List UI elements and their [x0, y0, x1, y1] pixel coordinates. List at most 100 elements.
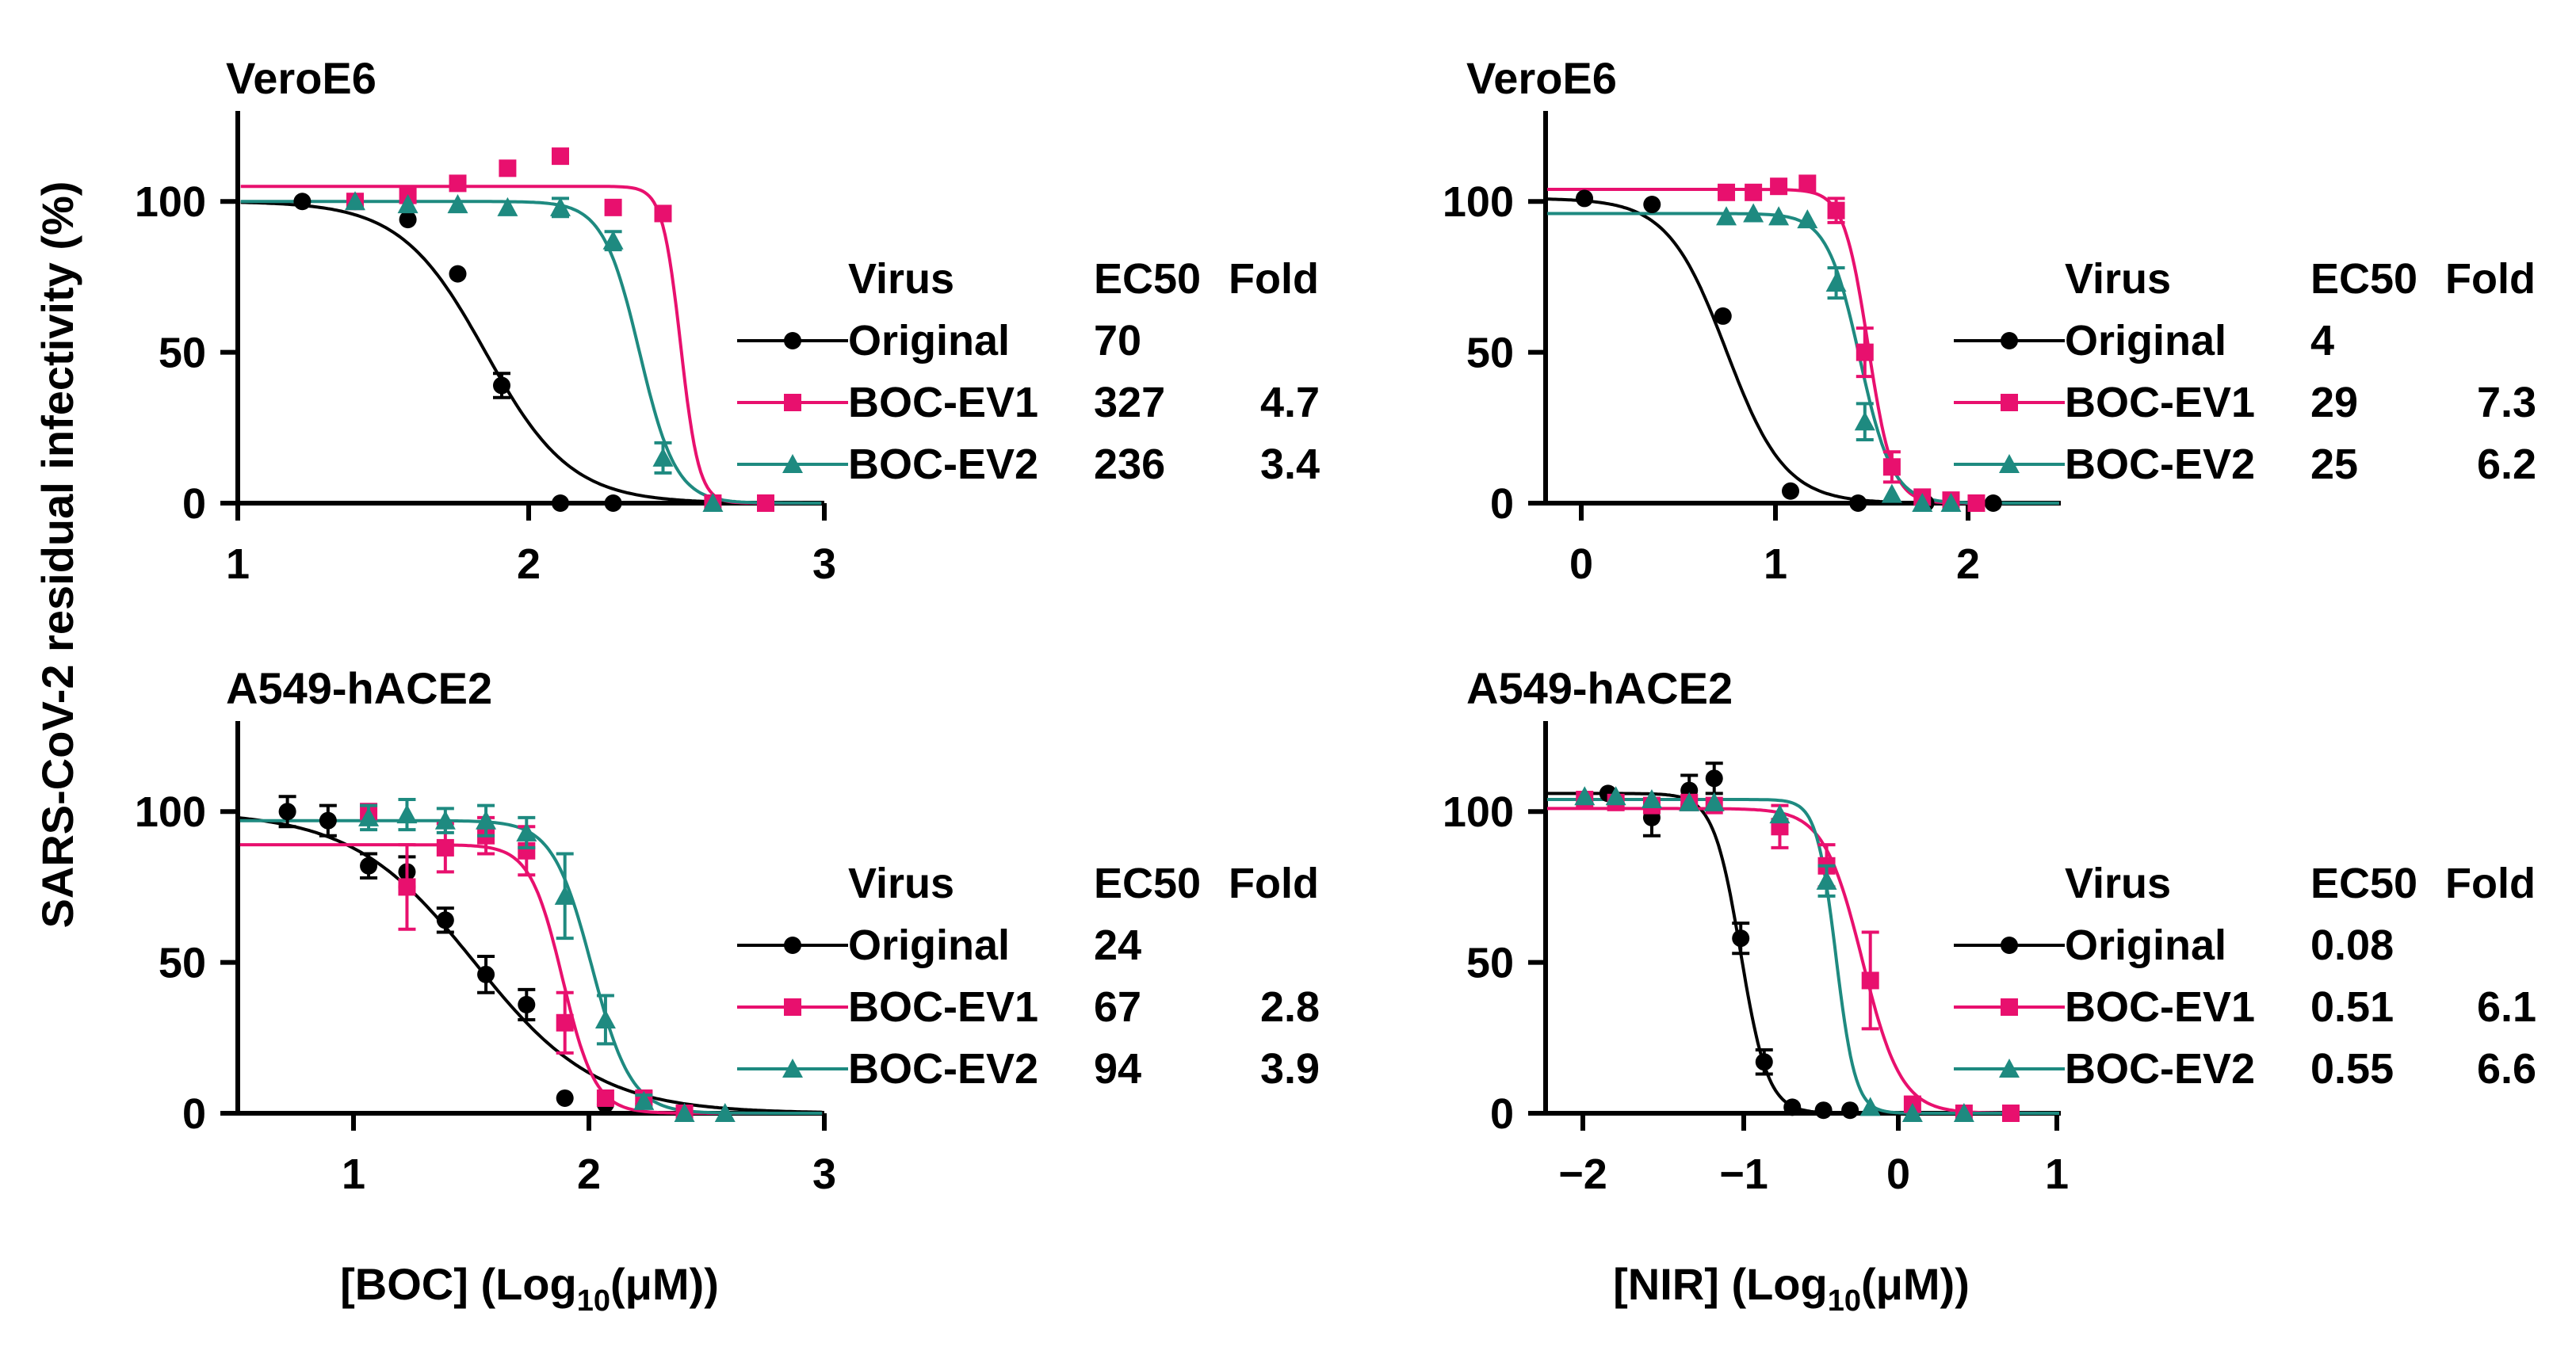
legend-header: Fold [1229, 860, 1319, 907]
data-point-boc-ev2 [1881, 483, 1902, 503]
data-point-original [604, 494, 622, 512]
legend-fold: 3.9 [1260, 1045, 1320, 1093]
fit-curve-boc-ev1 [239, 843, 823, 1115]
legend-header: EC50 [2310, 255, 2417, 303]
x-axis-label-nir: [NIR] (Log10(μM)) [1613, 1259, 1970, 1318]
fit-curve-original [1547, 792, 2059, 1115]
legend-virus: BOC-EV1 [848, 379, 1038, 426]
data-point-boc-ev1 [1861, 971, 1879, 990]
chart-panel: VeroE6 0 50 100 1 2 3 Virus EC50 Fold Original 70 BO… [135, 53, 1320, 588]
data-point-original [1643, 196, 1661, 214]
y-tick-label: 0 [182, 480, 206, 528]
data-point-boc-ev1 [604, 198, 622, 216]
y-tick-label: 0 [182, 1090, 206, 1138]
data-point-boc-ev2 [1854, 411, 1875, 431]
x-tick-label: −1 [1719, 1150, 1768, 1198]
y-axis-label: SARS-CoV-2 residual infectivity (%) [32, 181, 82, 929]
data-point-boc-ev2 [1703, 792, 1725, 811]
data-point-boc-ev2 [1605, 786, 1626, 806]
legend-marker-original [784, 332, 801, 349]
legend-virus: BOC-EV2 [2065, 441, 2255, 488]
y-tick-label: 0 [1490, 1090, 1514, 1138]
data-point-boc-ev1 [1745, 183, 1763, 201]
legend-ec50: 236 [1094, 441, 1165, 488]
data-point-boc-ev2 [358, 807, 380, 826]
data-point-boc-ev2 [497, 197, 518, 216]
y-tick-label: 100 [1443, 788, 1514, 836]
legend-header: Fold [2445, 860, 2536, 907]
legend-marker-original [784, 937, 801, 954]
legend-fold: 3.4 [1260, 441, 1320, 488]
legend-ec50: 24 [1094, 922, 1141, 969]
legend-ec50: 4 [2310, 317, 2334, 364]
data-point-original [1841, 1101, 1859, 1120]
data-point-boc-ev2 [1859, 1097, 1881, 1116]
x-tick-label: −2 [1558, 1150, 1607, 1198]
data-point-original [278, 803, 296, 821]
data-point-boc-ev1 [1856, 343, 1874, 361]
data-point-boc-ev2 [1679, 792, 1700, 811]
chart-title: A549-hACE2 [1466, 663, 1733, 713]
legend-ec50: 29 [2310, 379, 2358, 426]
x-tick-label: 2 [517, 540, 541, 588]
data-point-original [493, 376, 510, 395]
data-point-boc-ev2 [652, 447, 674, 467]
legend-virus: Original [2065, 922, 2226, 969]
data-point-boc-ev1 [556, 1013, 574, 1032]
legend-header: Virus [2065, 255, 2171, 303]
legend-fold: 2.8 [1260, 983, 1320, 1031]
y-tick-label: 50 [1466, 330, 1514, 377]
data-point-boc-ev1 [1770, 177, 1788, 196]
y-tick-label: 50 [159, 940, 206, 987]
data-point-original [1732, 929, 1750, 948]
data-point-original [1849, 494, 1867, 512]
chart-title: A549-hACE2 [226, 663, 492, 713]
data-point-boc-ev2 [1768, 206, 1790, 226]
data-point-boc-ev1 [398, 878, 416, 896]
data-point-boc-ev2 [434, 810, 456, 830]
data-point-boc-ev1 [596, 1089, 614, 1107]
fit-curve-original [239, 816, 823, 1114]
data-point-boc-ev1 [449, 174, 467, 193]
data-point-boc-ev2 [554, 885, 575, 905]
x-tick-label: 1 [226, 540, 250, 588]
data-point-boc-ev1 [1798, 174, 1817, 193]
data-point-boc-ev2 [702, 493, 724, 513]
data-point-original [518, 995, 536, 1013]
chart-panel: A549-hACE2 0 50 100 1 2 3 Virus EC50 Fold Original… [135, 663, 1320, 1198]
legend-header: Virus [848, 860, 954, 907]
data-point-boc-ev2 [674, 1103, 695, 1123]
fit-curve-boc-ev2 [1547, 798, 2059, 1115]
data-point-boc-ev2 [714, 1103, 736, 1123]
legend-ec50: 25 [2310, 441, 2358, 488]
legend-header: EC50 [1094, 255, 1201, 303]
fit-curve-original [240, 200, 822, 505]
y-tick-label: 50 [1466, 940, 1514, 987]
data-point-boc-ev1 [499, 159, 517, 177]
legend-header: Virus [2065, 860, 2171, 907]
fit-curve-boc-ev1 [240, 185, 822, 505]
data-point-boc-ev1 [1882, 458, 1901, 476]
fit-curve-boc-ev2 [239, 819, 823, 1115]
chart-title: VeroE6 [226, 53, 376, 103]
legend-ec50: 67 [1094, 983, 1141, 1031]
data-point-boc-ev2 [476, 810, 497, 830]
data-point-original [1705, 769, 1723, 788]
data-point-boc-ev2 [397, 194, 419, 214]
data-point-boc-ev2 [1901, 1103, 1923, 1123]
data-point-boc-ev2 [633, 1090, 655, 1110]
data-point-boc-ev2 [447, 194, 468, 214]
y-tick-label: 0 [1490, 480, 1514, 528]
x-tick-label: 1 [342, 1150, 365, 1198]
data-point-boc-ev2 [1574, 786, 1596, 806]
x-tick-label: 2 [577, 1150, 601, 1198]
data-point-original [449, 265, 467, 283]
data-point-boc-ev2 [1716, 206, 1737, 226]
data-point-original [1714, 307, 1732, 325]
legend-header: EC50 [1094, 860, 1201, 907]
data-point-boc-ev2 [550, 197, 571, 216]
legend-virus: BOC-EV1 [2065, 983, 2255, 1031]
legend-virus: BOC-EV2 [848, 1045, 1038, 1093]
